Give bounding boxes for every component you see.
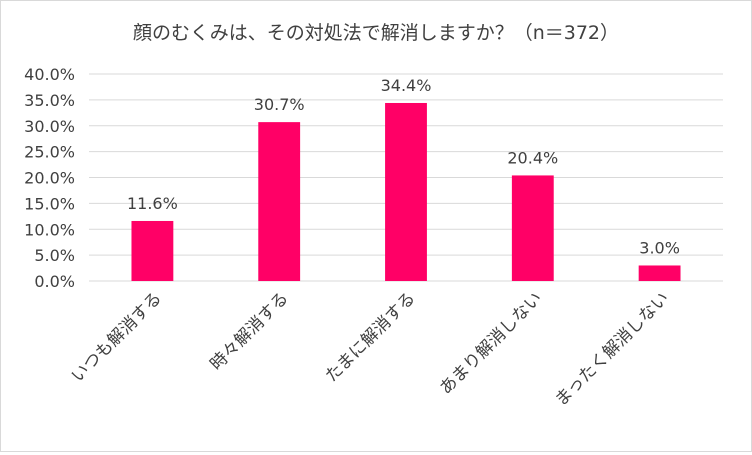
bar	[385, 102, 427, 281]
x-tick-label: いつも解消する	[68, 288, 166, 386]
data-label: 30.7%	[254, 95, 305, 114]
data-label: 20.4%	[507, 148, 558, 167]
x-tick-label: あまり解消しない	[436, 288, 546, 398]
y-tick-label: 15.0%	[24, 194, 75, 213]
y-tick-label: 40.0%	[24, 65, 75, 84]
data-label: 3.0%	[639, 238, 680, 257]
data-labels: 11.6% 30.7% 34.4% 20.4% 3.0%	[127, 76, 680, 257]
x-tick-label: 時々解消する	[206, 288, 292, 374]
y-tick-label: 0.0%	[34, 272, 75, 291]
y-tick-label: 5.0%	[34, 246, 75, 265]
y-tick-label: 30.0%	[24, 117, 75, 136]
y-axis-tick-labels: 0.0% 5.0% 10.0% 15.0% 20.0% 25.0% 30.0% 35.0% 40…	[24, 65, 75, 291]
bar	[258, 122, 301, 281]
x-tick-label: たまに解消する	[322, 288, 420, 386]
chart-title: 顔のむくみは、その対処法で解消しますか？（n＝372）	[133, 22, 619, 44]
data-label: 11.6%	[127, 194, 178, 213]
y-tick-label: 25.0%	[24, 143, 75, 162]
data-label: 34.4%	[381, 76, 432, 95]
bar	[131, 220, 174, 281]
y-tick-label: 20.0%	[24, 169, 75, 188]
y-tick-label: 10.0%	[24, 220, 75, 239]
y-tick-label: 35.0%	[24, 91, 75, 110]
x-tick-label: まったく解消しない	[551, 288, 673, 410]
bars	[131, 102, 681, 281]
x-axis-tick-labels: いつも解消する 時々解消する たまに解消する あまり解消しない まったく解消しない	[68, 288, 673, 410]
bar	[511, 175, 554, 281]
bar	[638, 265, 681, 281]
